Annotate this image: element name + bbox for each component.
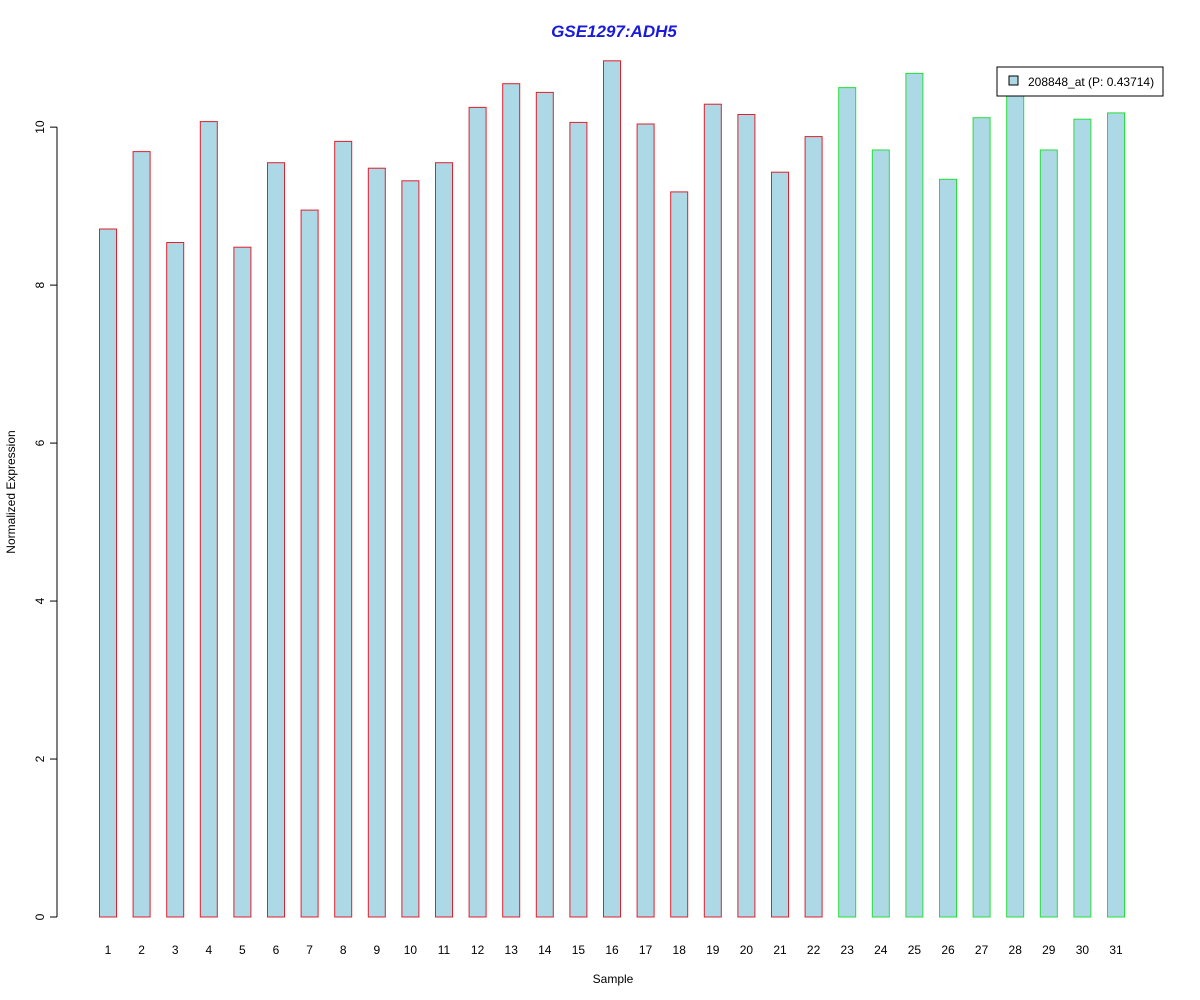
legend-box xyxy=(996,66,1164,97)
bar xyxy=(1107,112,1125,918)
x-tick-label: 8 xyxy=(340,943,347,957)
y-axis-title: Normalized Expression xyxy=(4,430,18,553)
x-tick-label: 15 xyxy=(572,943,586,957)
x-tick-label: 22 xyxy=(807,943,821,957)
y-tick-label: 8 xyxy=(33,281,47,288)
x-tick-label: 27 xyxy=(975,943,989,957)
bar xyxy=(468,106,487,918)
bar xyxy=(636,123,655,918)
y-tick-label: 6 xyxy=(33,439,47,446)
x-tick-label: 26 xyxy=(941,943,955,957)
x-tick-label: 24 xyxy=(874,943,888,957)
bar xyxy=(502,83,521,918)
bar xyxy=(1039,149,1058,918)
x-tick-label: 12 xyxy=(471,943,485,957)
x-tick-label: 31 xyxy=(1109,943,1123,957)
bar xyxy=(267,162,285,918)
bar xyxy=(435,162,453,918)
x-tick-label: 17 xyxy=(639,943,653,957)
x-tick-label: 2 xyxy=(138,943,145,957)
x-tick-label: 7 xyxy=(306,943,313,957)
x-tick-label: 9 xyxy=(373,943,380,957)
y-axis: 0 2 4 6 8 10 xyxy=(33,120,58,920)
x-tick-label: 14 xyxy=(538,943,552,957)
y-tick-label: 10 xyxy=(33,120,47,134)
y-tick-label: 0 xyxy=(33,913,47,920)
x-tick-label: 16 xyxy=(605,943,619,957)
x-tick-label: 3 xyxy=(172,943,179,957)
bar xyxy=(401,180,420,918)
x-tick-label: 28 xyxy=(1009,943,1023,957)
x-tick-label: 18 xyxy=(673,943,687,957)
y-tick-label: 2 xyxy=(33,755,47,762)
x-tick-labels: 1 2 3 4 5 6 7 8 9 10 11 12 13 14 15 16 17 18 19 20 21 22 23 24 2… xyxy=(105,943,1123,957)
bar xyxy=(300,209,319,918)
x-tick-label: 11 xyxy=(438,943,451,957)
bar xyxy=(199,121,218,918)
x-tick-label: 5 xyxy=(239,943,246,957)
bar xyxy=(838,87,857,918)
bar xyxy=(166,242,185,918)
x-tick-label: 29 xyxy=(1042,943,1056,957)
bar xyxy=(737,114,756,918)
x-tick-label: 13 xyxy=(505,943,519,957)
bar xyxy=(535,91,554,918)
chart-title: GSE1297:ADH5 xyxy=(551,22,677,41)
bar xyxy=(871,149,890,918)
bar xyxy=(905,72,924,918)
x-tick-label: 19 xyxy=(706,943,720,957)
legend-swatch xyxy=(1008,75,1019,86)
bar xyxy=(132,151,151,918)
x-tick-label: 6 xyxy=(273,943,280,957)
bar xyxy=(804,136,823,918)
bar xyxy=(367,167,386,918)
x-tick-label: 10 xyxy=(404,943,418,957)
x-tick-label: 4 xyxy=(205,943,212,957)
legend-label: 208848_at (P: 0.43714) xyxy=(1028,75,1154,89)
bar xyxy=(1006,91,1025,918)
bar xyxy=(233,246,252,918)
bar xyxy=(703,103,722,918)
bar xyxy=(569,121,588,918)
bar xyxy=(670,191,689,918)
x-tick-label: 23 xyxy=(841,943,855,957)
bar xyxy=(972,117,991,918)
x-axis-title: Sample xyxy=(593,972,634,986)
y-tick-label: 4 xyxy=(33,597,47,604)
bar xyxy=(1073,118,1092,918)
x-tick-label: 25 xyxy=(908,943,922,957)
bar xyxy=(939,178,957,918)
bars xyxy=(99,60,1125,918)
legend: 208848_at (P: 0.43714) xyxy=(996,66,1164,97)
x-tick-label: 1 xyxy=(105,943,112,957)
bar xyxy=(334,140,353,918)
x-tick-label: 21 xyxy=(773,943,787,957)
x-tick-label: 20 xyxy=(740,943,754,957)
bar xyxy=(99,228,117,918)
bar xyxy=(603,60,621,918)
bar xyxy=(771,171,789,918)
x-tick-label: 30 xyxy=(1076,943,1090,957)
